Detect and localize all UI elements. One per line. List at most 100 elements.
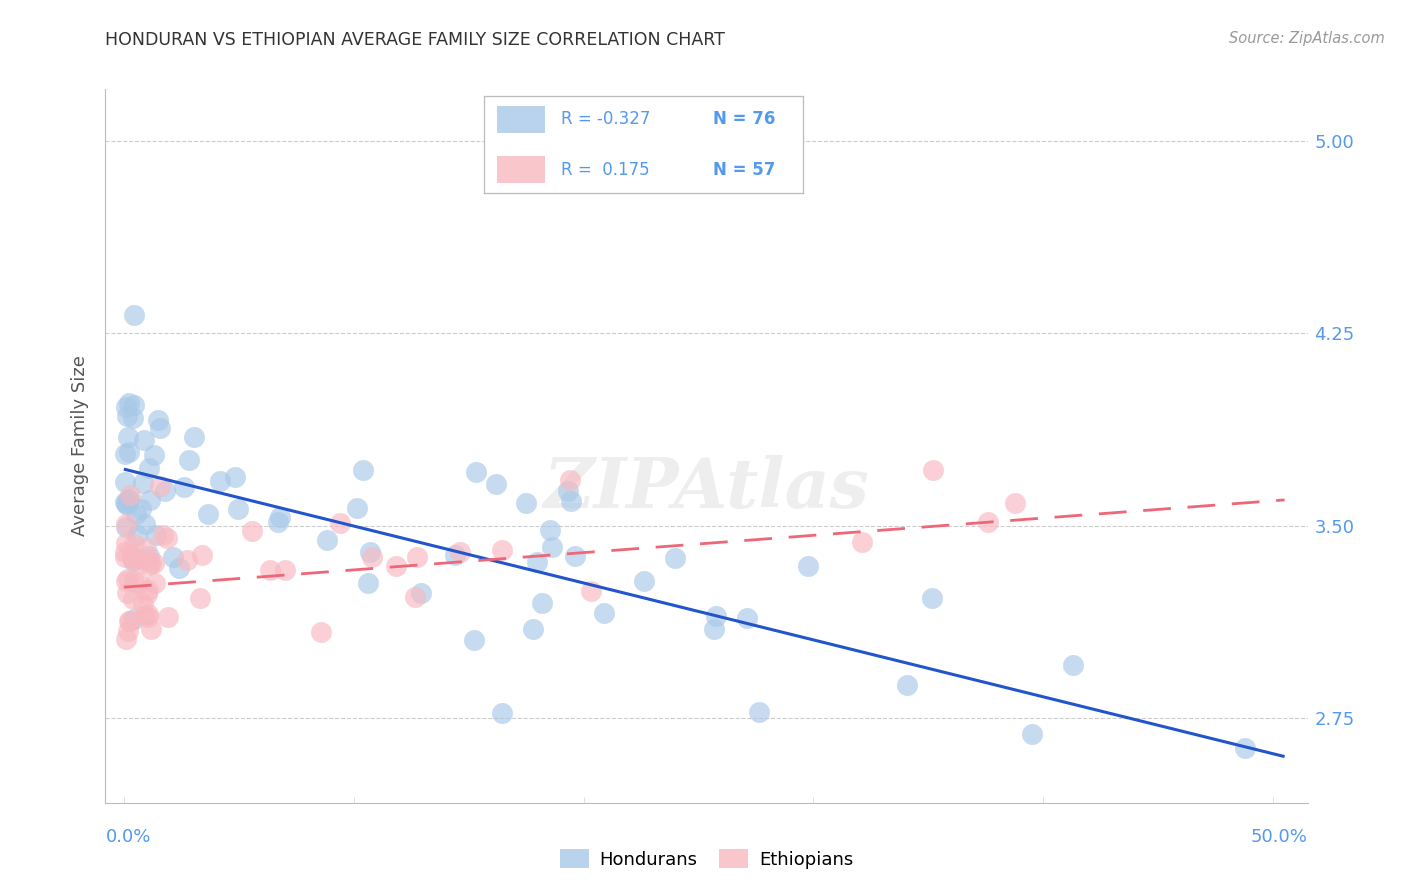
Point: [274, 563, 297, 577]
Point: [385, 559, 408, 574]
Point: [357, 575, 380, 590]
Point: [444, 549, 467, 563]
Point: [139, 556, 162, 570]
Text: HONDURAN VS ETHIOPIAN AVERAGE FAMILY SIZE CORRELATION CHART: HONDURAN VS ETHIOPIAN AVERAGE FAMILY SIZ…: [105, 31, 725, 49]
Point: [145, 527, 167, 541]
Point: [122, 612, 145, 626]
Point: [191, 548, 214, 562]
Point: [526, 554, 548, 568]
Point: [921, 591, 943, 605]
Point: [361, 549, 384, 564]
Point: [491, 706, 513, 720]
Point: [748, 706, 770, 720]
Point: [117, 430, 139, 444]
Point: [135, 541, 157, 555]
Point: [491, 543, 513, 558]
Point: [224, 470, 246, 484]
Point: [114, 495, 136, 509]
Point: [704, 609, 727, 624]
Point: [977, 515, 1000, 529]
Point: [149, 421, 172, 435]
Point: [122, 536, 145, 550]
Point: [162, 550, 184, 565]
Point: [134, 517, 156, 532]
Point: [122, 410, 145, 425]
Point: [114, 447, 136, 461]
Point: [560, 493, 582, 508]
Point: [156, 532, 179, 546]
Point: [240, 524, 263, 539]
Point: [352, 462, 374, 476]
Point: [531, 596, 554, 610]
Point: [129, 556, 152, 570]
Point: [121, 554, 143, 568]
Point: [797, 559, 820, 574]
Point: [114, 545, 136, 559]
Text: ZIPAtlas: ZIPAtlas: [544, 455, 869, 523]
Point: [136, 552, 159, 566]
Point: [122, 398, 145, 412]
Point: [359, 545, 381, 559]
Point: [167, 561, 190, 575]
Point: [522, 622, 544, 636]
Point: [139, 492, 162, 507]
Point: [115, 632, 138, 646]
Point: [136, 582, 159, 597]
Point: [143, 576, 166, 591]
Point: [558, 473, 581, 487]
Point: [346, 500, 368, 515]
Point: [146, 413, 169, 427]
Point: [115, 498, 138, 512]
Point: [484, 476, 506, 491]
Point: [149, 479, 172, 493]
Point: [131, 475, 153, 490]
Point: [132, 434, 155, 448]
Point: [120, 488, 142, 502]
Point: [703, 622, 725, 636]
Point: [409, 586, 432, 600]
Point: [114, 496, 136, 510]
Point: [1234, 740, 1257, 755]
Point: [139, 622, 162, 636]
Point: [315, 533, 337, 548]
Point: [259, 563, 281, 577]
Point: [117, 572, 139, 586]
Point: [122, 308, 145, 322]
Point: [173, 480, 195, 494]
Point: [152, 528, 174, 542]
Point: [138, 558, 160, 573]
Point: [114, 401, 136, 415]
Legend: Hondurans, Ethiopians: Hondurans, Ethiopians: [553, 842, 860, 876]
Point: [124, 551, 146, 566]
Point: [120, 614, 142, 628]
Point: [465, 465, 488, 479]
Point: [115, 574, 138, 588]
Point: [515, 496, 537, 510]
Point: [735, 611, 758, 625]
Point: [117, 624, 139, 638]
Point: [131, 597, 153, 611]
Text: 50.0%: 50.0%: [1251, 828, 1308, 846]
Point: [1062, 657, 1084, 672]
Point: [267, 515, 290, 529]
Point: [129, 501, 152, 516]
Text: Source: ZipAtlas.com: Source: ZipAtlas.com: [1229, 31, 1385, 46]
Point: [142, 556, 165, 570]
Point: [406, 550, 429, 565]
Point: [188, 591, 211, 605]
Point: [541, 540, 564, 554]
Point: [311, 625, 333, 640]
Point: [115, 519, 138, 533]
Point: [557, 484, 579, 499]
Point: [664, 551, 686, 566]
Point: [122, 551, 145, 566]
Point: [922, 462, 945, 476]
Point: [114, 549, 136, 564]
Point: [851, 535, 873, 549]
Point: [115, 536, 138, 550]
Point: [593, 607, 616, 621]
Point: [135, 587, 157, 601]
Point: [209, 474, 232, 488]
Point: [138, 609, 160, 624]
Point: [138, 549, 160, 563]
